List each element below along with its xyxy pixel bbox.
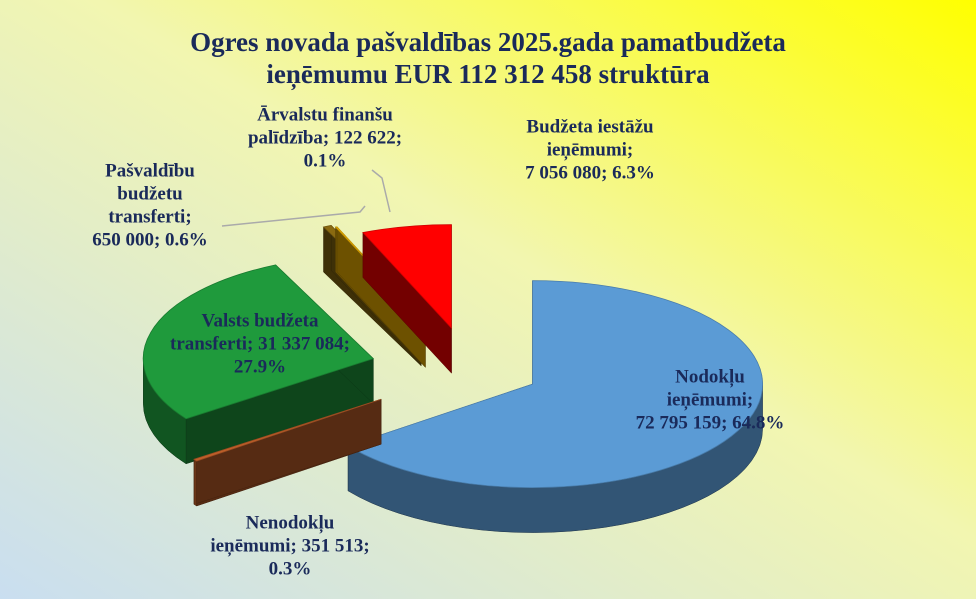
- data-label: Valsts budžeta: [201, 310, 319, 331]
- leader-line: [221, 205, 366, 227]
- data-label: budžetu: [117, 183, 183, 204]
- slice-side: [193, 458, 197, 507]
- data-label: 0.3%: [269, 558, 312, 579]
- chart-title: Ogres novada pašvaldības 2025.gada pamat…: [190, 27, 786, 57]
- leader-line: [371, 169, 391, 213]
- data-label: Nenodokļu: [246, 512, 335, 533]
- data-label: 27.9%: [234, 356, 286, 377]
- data-label: 650 000; 0.6%: [92, 229, 208, 250]
- data-label: Pašvaldību: [105, 160, 195, 181]
- data-label: Nodokļu: [675, 366, 745, 387]
- chart-title: ieņēmumu EUR 112 312 458 struktūra: [266, 59, 710, 91]
- data-label: palīdzība; 122 622;: [248, 127, 402, 148]
- data-label: ieņēmumi; 351 513;: [210, 535, 369, 556]
- pie: [142, 224, 763, 533]
- slice: [347, 280, 763, 488]
- data-label: 7 056 080; 6.3%: [525, 162, 655, 183]
- slice: [362, 224, 452, 330]
- data-label: Budžeta iestāžu: [526, 116, 654, 137]
- data-label: 72 795 159; 64.8%: [636, 412, 785, 433]
- data-label: transferti; 31 337 084;: [170, 333, 350, 354]
- slice: [142, 264, 375, 420]
- data-label: 0.1%: [304, 150, 347, 171]
- data-label: transferti;: [108, 206, 191, 227]
- data-label: ieņēmumi;: [547, 139, 634, 160]
- slice: [193, 398, 382, 462]
- data-label: Ārvalstu finanšu: [257, 104, 393, 125]
- data-label: ieņēmumi;: [667, 389, 754, 410]
